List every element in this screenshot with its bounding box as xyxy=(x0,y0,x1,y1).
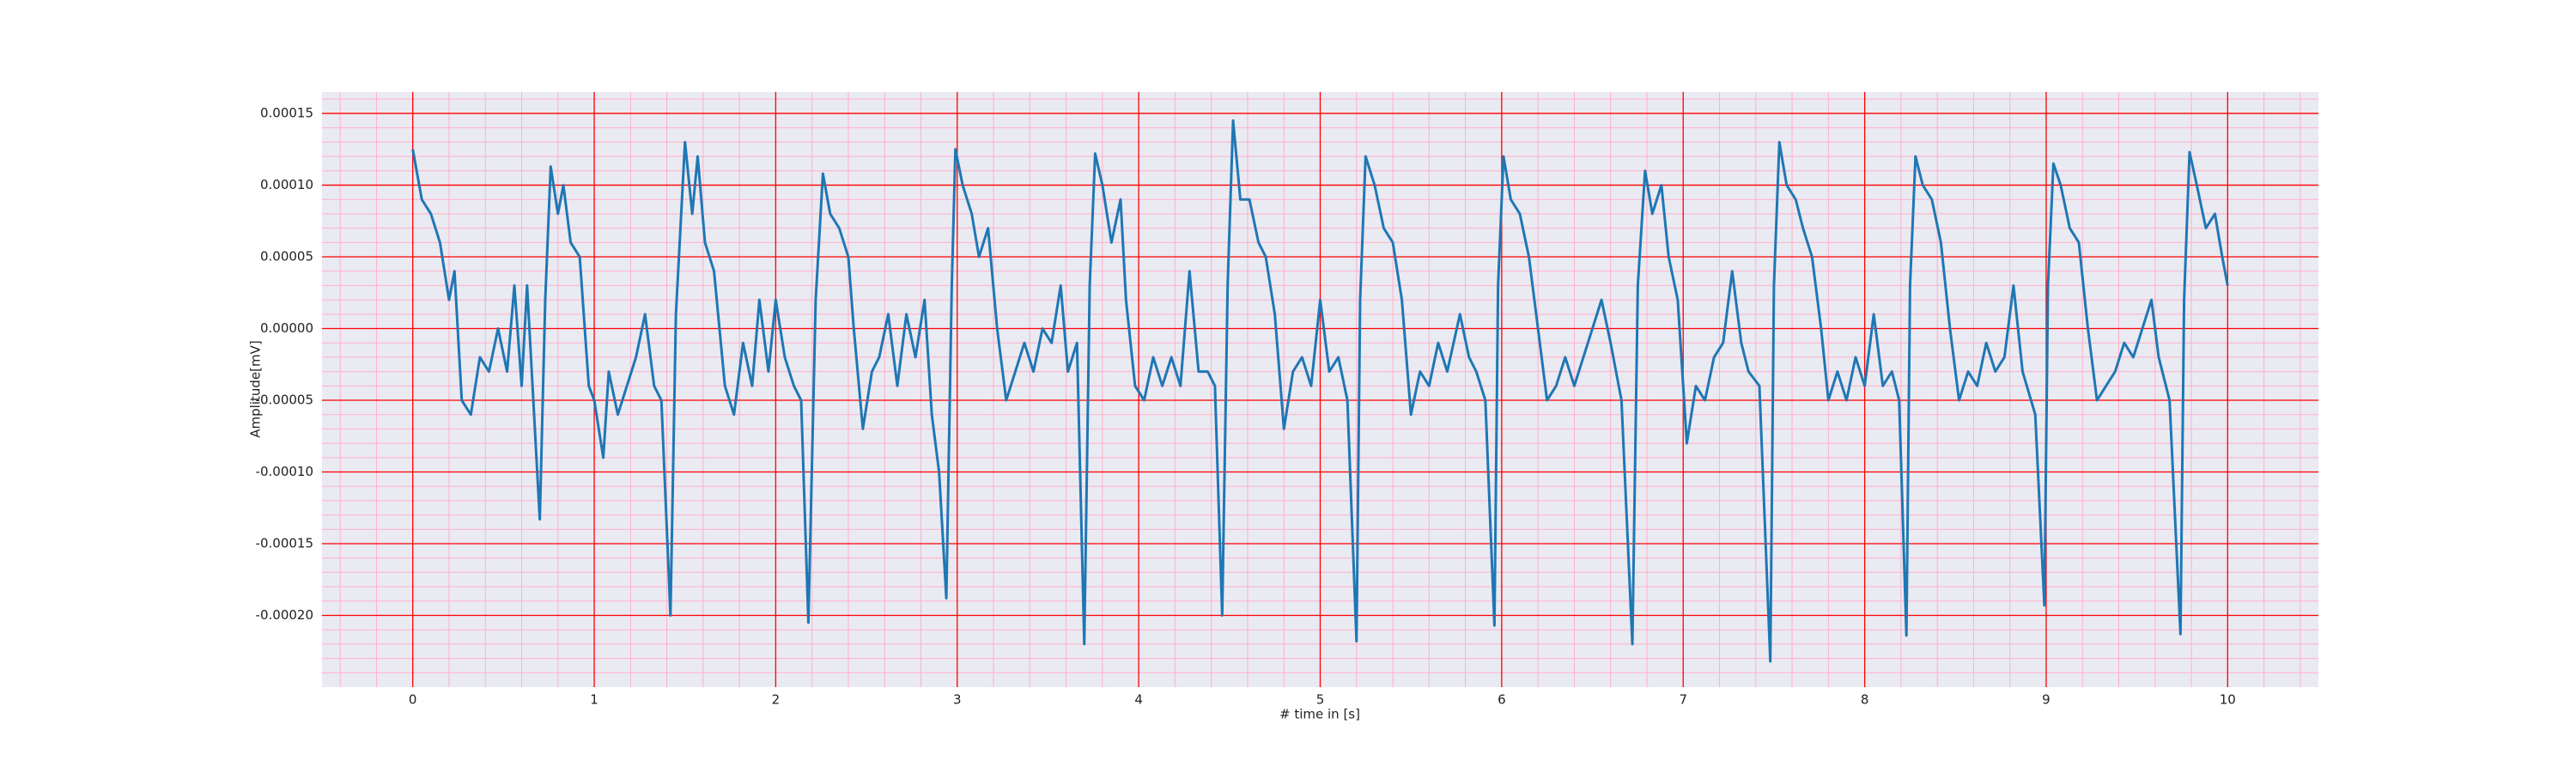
x-tick-label: 2 xyxy=(772,692,781,708)
y-tick-label: 0.00010 xyxy=(260,177,313,192)
x-tick-label: 3 xyxy=(953,692,962,708)
x-tick-label: 7 xyxy=(1679,692,1687,708)
x-tick-label: 10 xyxy=(2220,692,2236,708)
y-tick-label: -0.00010 xyxy=(256,464,313,479)
y-tick-label: -0.00005 xyxy=(256,393,313,408)
line-series xyxy=(411,119,2229,663)
y-tick-label: 0.00015 xyxy=(260,106,313,121)
y-tick-label: 0.00005 xyxy=(260,249,313,265)
y-tick-label: -0.00020 xyxy=(256,607,313,623)
y-tick-label: -0.00015 xyxy=(256,536,313,551)
x-tick-label: 9 xyxy=(2042,692,2050,708)
y-tick-label: 0.00000 xyxy=(260,320,313,336)
x-tick-label: 5 xyxy=(1316,692,1325,708)
x-tick-label: 6 xyxy=(1498,692,1506,708)
x-tick-label: 1 xyxy=(590,692,598,708)
y-axis-label: Amplitude[mV] xyxy=(248,340,264,437)
x-axis-label: # time in [s] xyxy=(1279,707,1360,722)
x-tick-label: 0 xyxy=(409,692,417,708)
x-tick-label: 4 xyxy=(1134,692,1143,708)
data-area xyxy=(411,119,2229,663)
x-tick-label: 8 xyxy=(1861,692,1869,708)
